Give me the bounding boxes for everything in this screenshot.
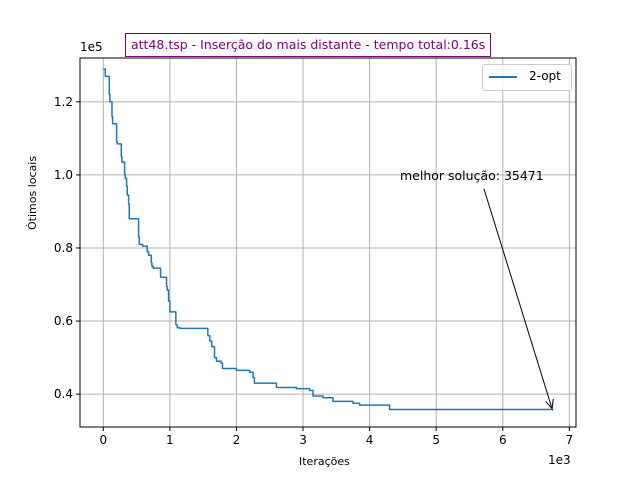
x-tick-label: 2 [233, 433, 241, 447]
annotation-arrow-line [483, 188, 553, 409]
legend-swatch-2-opt [489, 76, 517, 78]
annotation-arrow [483, 188, 554, 410]
y-tick-label: 1.0 [54, 168, 73, 182]
y-axis-multiplier: 1e5 [80, 40, 103, 54]
y-axis-label: Ótimos locais [26, 155, 39, 230]
series-layer [103, 68, 554, 411]
x-tick-label: 1 [166, 433, 174, 447]
chart-title: att48.tsp - Inserção do mais distante - … [125, 33, 492, 57]
series-line-2-opt [103, 68, 554, 411]
x-axis-label: Iterações [299, 455, 350, 468]
x-tick-label: 4 [366, 433, 374, 447]
x-axis-multiplier: 1e3 [548, 453, 571, 467]
legend: 2-opt [482, 64, 572, 91]
x-tick-label: 3 [299, 433, 307, 447]
x-tick-label: 5 [432, 433, 440, 447]
y-tick-label: 0.8 [54, 241, 73, 255]
x-tick-label: 0 [99, 433, 107, 447]
plot-area [80, 58, 576, 427]
y-tick-label: 0.6 [54, 314, 73, 328]
legend-label-2-opt: 2-opt [529, 69, 561, 83]
x-tick-label: 6 [499, 433, 507, 447]
annotation-arrow-head [545, 398, 554, 410]
annotation-text: melhor solução: 35471 [400, 168, 544, 183]
ticks-layer: 0 1 2 3 4 5 6 7 0.4 0.6 0.8 1.0 1.2 [54, 95, 573, 447]
grid [80, 58, 576, 427]
x-tick-label: 7 [566, 433, 574, 447]
y-tick-label: 0.4 [54, 387, 73, 401]
plot-frame [79, 57, 577, 428]
y-tick-label: 1.2 [54, 95, 73, 109]
